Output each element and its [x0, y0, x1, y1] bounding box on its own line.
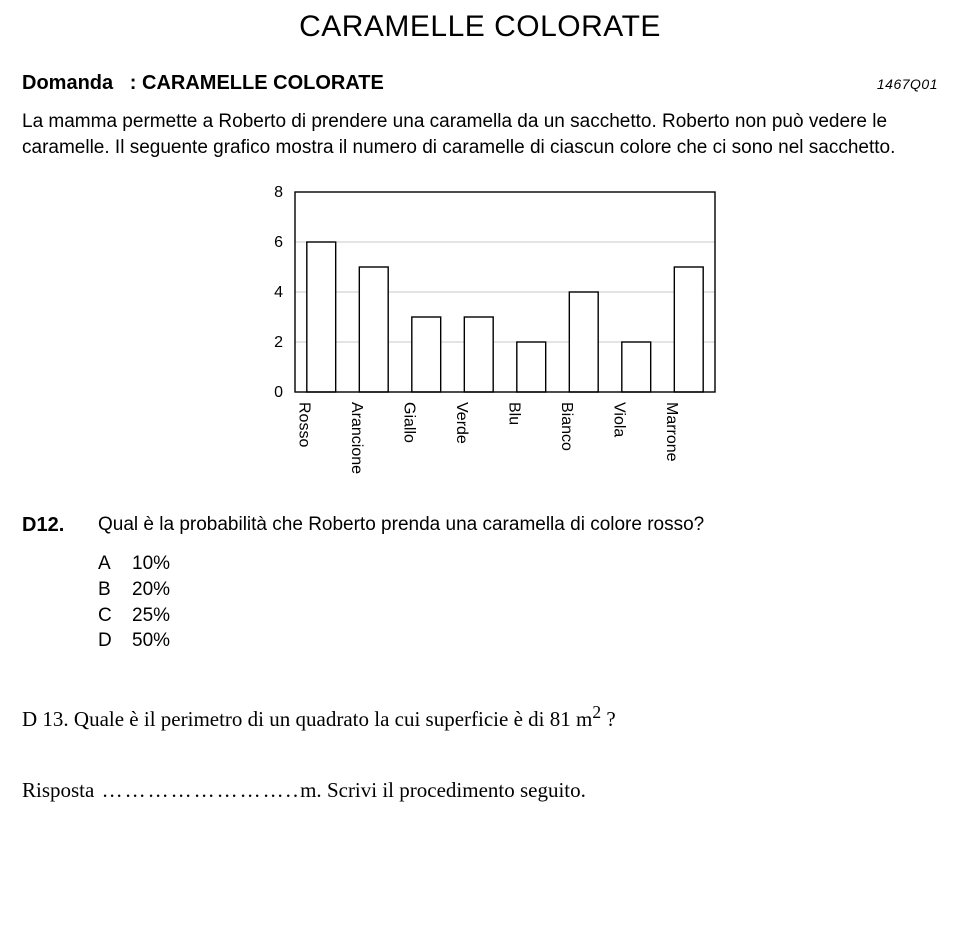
q12-options: A10%B20%C25%D50%	[98, 551, 938, 654]
lead-title: CARAMELLE COLORATE	[142, 72, 384, 94]
option-letter: C	[98, 603, 132, 629]
answer-instruction: Scrivi il procedimento seguito.	[322, 778, 586, 802]
category-labels-row: RossoArancioneGialloVerdeBluBiancoViolaM…	[260, 398, 680, 474]
question-d13: D 13. Quale è il perimetro di un quadrat…	[22, 702, 938, 732]
question-code: 1467Q01	[877, 76, 938, 92]
option-value: 20%	[132, 579, 170, 600]
category-label: Bianco	[523, 398, 576, 474]
option-letter: A	[98, 551, 132, 577]
worksheet-page: CARAMELLE COLORATE Domanda : CARAMELLE C…	[0, 0, 960, 925]
answer-label: Risposta	[22, 778, 94, 802]
lead-label: Domanda	[22, 72, 113, 94]
category-label: Giallo	[365, 398, 418, 474]
option-value: 10%	[132, 553, 170, 574]
q13-suffix: ?	[601, 707, 616, 731]
q13-exponent: 2	[592, 702, 601, 722]
category-label: Marrone	[628, 398, 681, 474]
option-value: 25%	[132, 605, 170, 626]
category-label: Rosso	[260, 398, 313, 474]
bar-chart: 0 2 4 6 8 RossoArancioneGialloVerdeBluBianco…	[200, 182, 760, 474]
q12-text: Qual è la probabilità che Roberto prenda…	[98, 514, 704, 536]
question-lead: Domanda : CARAMELLE COLORATE	[22, 72, 384, 95]
option-value: 50%	[132, 630, 170, 651]
answer-line: Risposta ……………………..m. Scrivi il procedim…	[22, 778, 938, 803]
question-d12: D12. Qual è la probabilità che Roberto p…	[22, 514, 938, 537]
answer-dots: ……………………..	[94, 778, 300, 802]
svg-text:8: 8	[274, 184, 283, 201]
lead-sep: :	[130, 72, 137, 94]
category-label: Blu	[470, 398, 523, 474]
category-label: Arancione	[313, 398, 366, 474]
answer-unit: m.	[300, 778, 322, 802]
prompt-text: La mamma permette a Roberto di prendere …	[22, 109, 902, 160]
chart-svg: 0 2 4 6 8	[235, 182, 725, 398]
page-title: CARAMELLE COLORATE	[22, 10, 938, 44]
option-row: D50%	[98, 628, 938, 654]
option-letter: B	[98, 577, 132, 603]
svg-text:0: 0	[274, 384, 283, 398]
category-label: Verde	[418, 398, 471, 474]
option-row: B20%	[98, 577, 938, 603]
option-row: A10%	[98, 551, 938, 577]
svg-text:6: 6	[274, 234, 283, 251]
category-label: Viola	[575, 398, 628, 474]
q12-number: D12.	[22, 514, 70, 537]
svg-text:2: 2	[274, 334, 283, 351]
question-header: Domanda : CARAMELLE COLORATE 1467Q01	[22, 72, 938, 95]
svg-text:4: 4	[274, 284, 283, 301]
q13-prefix: D 13. Quale è il perimetro di un quadrat…	[22, 707, 592, 731]
option-row: C25%	[98, 603, 938, 629]
option-letter: D	[98, 628, 132, 654]
